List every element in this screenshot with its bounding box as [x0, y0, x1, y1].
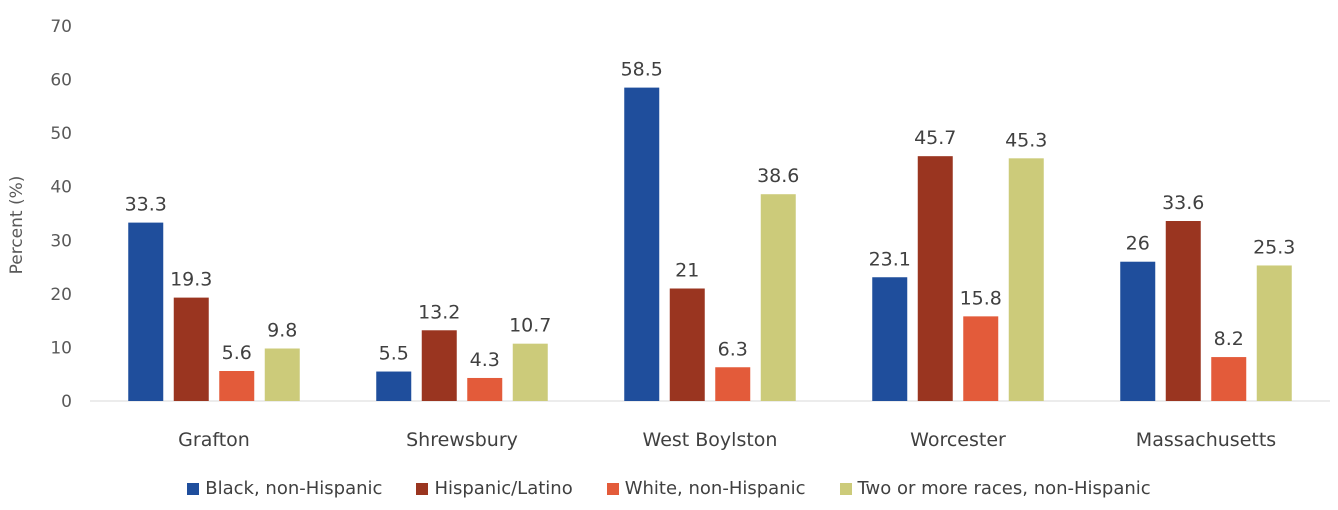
bar: [669, 288, 705, 401]
data-label: 5.5: [379, 343, 409, 365]
category-labels: Grafton Shrewsbury West Boylston Worcester M…: [178, 429, 1276, 451]
data-label: 15.8: [960, 287, 1002, 309]
bars-group: 33.3 19.3 5.6 9.8 5.5 13.2 4.3 10.7 58.5 21 6.3 38.…: [125, 59, 1295, 401]
x-tick-label: Grafton: [178, 429, 250, 451]
data-label: 13.2: [418, 301, 460, 323]
x-tick-label: West Boylston: [643, 429, 778, 451]
y-tick-label: 70: [50, 17, 72, 37]
legend-label: White, non-Hispanic: [624, 478, 806, 499]
data-label: 45.7: [914, 127, 956, 149]
bar: [1256, 265, 1292, 401]
bar: [173, 297, 209, 401]
y-axis-label: Percent (%): [7, 176, 27, 275]
data-label: 4.3: [470, 349, 500, 371]
data-label: 33.6: [1162, 192, 1204, 214]
legend-item: Hispanic/Latino: [416, 478, 573, 499]
x-tick-label: Shrewsbury: [406, 429, 518, 451]
data-label: 8.2: [1214, 328, 1244, 350]
bar: [467, 377, 503, 401]
legend-item: White, non-Hispanic: [606, 478, 806, 499]
bar: [128, 222, 164, 401]
legend: Black, non-Hispanic Hispanic/Latino White,…: [0, 478, 1338, 499]
legend-label: Black, non-Hispanic: [205, 478, 383, 499]
legend-label: Hispanic/Latino: [434, 478, 573, 499]
bar: [963, 316, 999, 401]
data-label: 5.6: [222, 342, 252, 364]
data-label: 26: [1126, 233, 1150, 255]
bar: [1008, 158, 1044, 401]
data-label: 45.3: [1005, 129, 1047, 151]
bar: [421, 330, 457, 401]
data-label: 33.3: [125, 194, 167, 216]
bar: [872, 277, 908, 401]
bar: [1211, 357, 1247, 401]
data-label: 10.7: [509, 315, 551, 337]
legend-swatch: [839, 482, 852, 495]
y-tick-label: 30: [50, 231, 72, 251]
y-tick-label: 0: [61, 392, 72, 412]
y-tick-label: 60: [50, 71, 72, 91]
x-tick-label: Worcester: [910, 429, 1006, 451]
bar: [219, 371, 255, 401]
legend-swatch: [416, 482, 429, 495]
data-label: 38.6: [757, 165, 799, 187]
y-axis: 0 10 20 30 40 50 60 70: [50, 17, 72, 412]
x-tick-label: Massachusetts: [1136, 429, 1276, 451]
data-label: 6.3: [718, 338, 748, 360]
bar: [264, 348, 300, 401]
bar: [917, 156, 953, 401]
data-label: 25.3: [1253, 236, 1295, 258]
legend-item: Black, non-Hispanic: [187, 478, 382, 499]
data-label: 21: [675, 260, 699, 282]
legend-swatch: [187, 482, 200, 495]
bar: [760, 194, 796, 401]
bar: [512, 343, 548, 401]
data-label: 9.8: [267, 320, 297, 342]
bar: [1165, 221, 1201, 401]
data-label: 23.1: [869, 248, 911, 270]
data-label: 19.3: [170, 269, 212, 291]
y-tick-label: 10: [50, 338, 72, 358]
legend-item: Two or more races, non-Hispanic: [839, 478, 1151, 499]
y-tick-label: 40: [50, 178, 72, 198]
bar: [715, 367, 751, 401]
legend-label: Two or more races, non-Hispanic: [857, 478, 1151, 499]
bar: [624, 87, 660, 401]
y-tick-label: 50: [50, 124, 72, 144]
bar: [376, 371, 412, 401]
data-label: 58.5: [621, 59, 663, 81]
y-tick-label: 20: [50, 285, 72, 305]
bar: [1120, 261, 1156, 401]
legend-swatch: [606, 482, 619, 495]
